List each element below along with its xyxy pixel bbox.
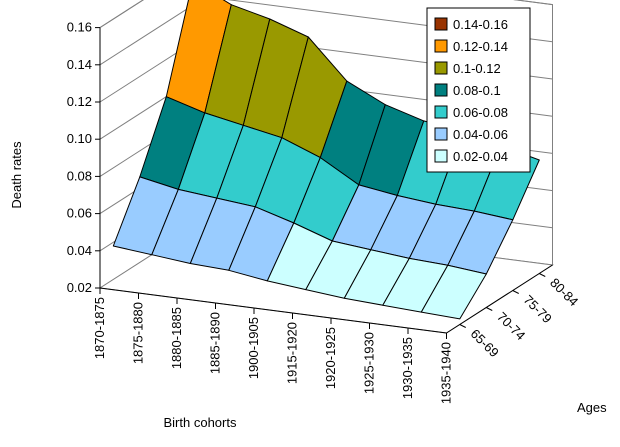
surface-plot bbox=[112, 0, 540, 320]
legend-swatch bbox=[434, 127, 448, 141]
depth-axis-title: Ages bbox=[577, 400, 607, 415]
x-axis-line bbox=[99, 287, 447, 334]
legend-swatch bbox=[434, 83, 448, 97]
depth-tick-label: 80-84 bbox=[547, 275, 581, 309]
legend-label: 0.08-0.1 bbox=[453, 83, 501, 98]
gridline bbox=[99, 0, 553, 29]
x-tick-label: 1880-1885 bbox=[169, 307, 184, 369]
x-tick-label: 1930-1935 bbox=[400, 337, 415, 399]
y-axis-title: Death rates bbox=[9, 141, 24, 209]
surface-cell bbox=[420, 264, 487, 320]
y-tick-label: 0.02 bbox=[67, 280, 92, 295]
y-tick-label: 0.06 bbox=[67, 206, 92, 221]
y-tick-label: 0.12 bbox=[67, 94, 92, 109]
depth-tick-mark bbox=[486, 307, 493, 311]
y-tick-label: 0.08 bbox=[67, 168, 92, 183]
legend-swatch bbox=[434, 61, 448, 75]
legend-label: 0.02-0.04 bbox=[453, 149, 508, 164]
x-tick-label: 1925-1930 bbox=[362, 332, 377, 394]
x-tick-label: 1915-1920 bbox=[285, 322, 300, 384]
legend-swatch bbox=[434, 39, 448, 53]
x-tick-label: 1920-1925 bbox=[323, 327, 338, 389]
depth-axis-line bbox=[446, 264, 553, 334]
depth-tick-mark bbox=[459, 324, 466, 328]
y-tick-label: 0.04 bbox=[67, 243, 92, 258]
chart-legend: 0.14-0.16 0.12-0.14 0.1-0.12 0.08-0.1 0.06-0… bbox=[426, 7, 531, 173]
legend-label: 0.14-0.16 bbox=[453, 17, 508, 32]
y-tick-label: 0.10 bbox=[67, 131, 92, 146]
x-tick-label: 1875-1880 bbox=[131, 302, 146, 364]
legend-label: 0.06-0.08 bbox=[453, 105, 508, 120]
depth-tick-mark bbox=[512, 290, 519, 294]
x-axis-title: Birth cohorts bbox=[164, 415, 237, 430]
legend-label: 0.1-0.12 bbox=[453, 61, 501, 76]
depth-tick-label: 65-69 bbox=[468, 326, 502, 360]
x-tick-label: 1900-1905 bbox=[246, 317, 261, 379]
legend-label: 0.12-0.14 bbox=[453, 39, 508, 54]
x-tick-label: 1885-1890 bbox=[208, 312, 223, 374]
x-tick-label: 1870-1875 bbox=[92, 297, 107, 359]
depth-tick-mark bbox=[539, 273, 546, 277]
y-tick-label: 0.16 bbox=[67, 20, 92, 35]
legend-label: 0.04-0.06 bbox=[453, 127, 508, 142]
legend-swatch bbox=[434, 105, 448, 119]
legend-swatch bbox=[434, 149, 448, 163]
depth-tick-label: 70-74 bbox=[494, 309, 528, 343]
depth-tick-label: 75-79 bbox=[521, 292, 555, 326]
x-tick-label: 1935-1940 bbox=[439, 342, 454, 404]
legend-swatch bbox=[434, 17, 448, 31]
y-tick-label: 0.14 bbox=[67, 57, 92, 72]
